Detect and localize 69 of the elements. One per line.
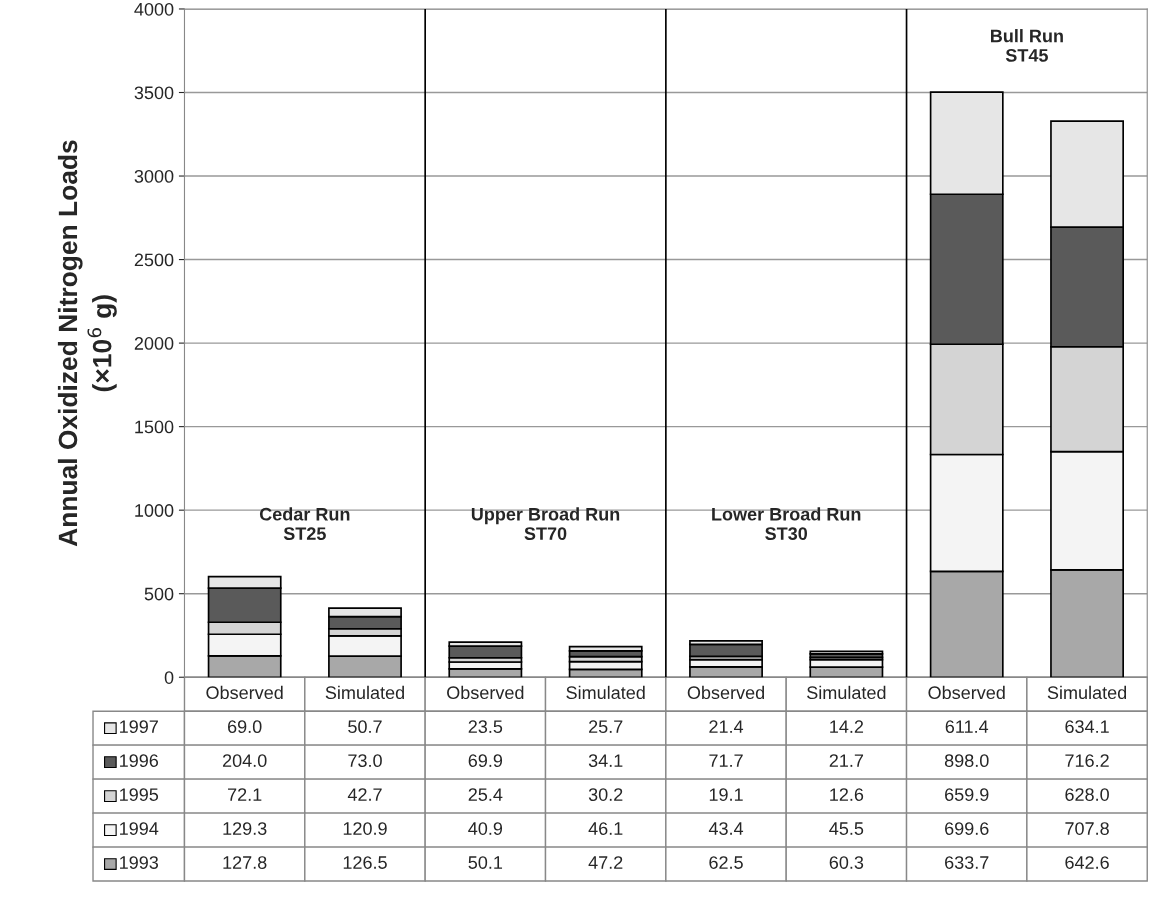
data-label: 71.7 [709, 754, 743, 767]
annotation: Bull Run ST45 [990, 29, 1063, 62]
data-label: 25.4 [468, 788, 503, 801]
annotation: Upper Broad Run ST70 [471, 507, 620, 541]
data-label: 127.8 [223, 856, 267, 869]
x-tick-label: Simulated [807, 685, 886, 700]
data-label: 72.1 [228, 788, 262, 801]
y-tick-label: 3500 [134, 86, 174, 100]
data-label: 62.5 [709, 856, 743, 869]
data-label: 50.1 [468, 856, 503, 869]
data-label: 30.2 [588, 788, 623, 801]
data-label: 633.7 [945, 856, 989, 869]
x-tick-label: Observed [206, 685, 283, 700]
data-label: 40.9 [468, 822, 503, 835]
y-tick-label: 1000 [135, 504, 174, 517]
y-tick-label: 2000 [134, 337, 174, 350]
data-label: 69.9 [468, 754, 503, 768]
bar [809, 650, 884, 655]
y-axis-title: Annual Oxidized Nitrogen Loads (×10$^{6}$ g) [57, 140, 117, 547]
y-tick-label: 2500 [134, 253, 174, 267]
data-label: 43.4 [708, 822, 744, 835]
annotation: Lower Broad Run ST30 [712, 507, 861, 541]
y-tick-label: 1500 [135, 420, 174, 434]
x-tick-label: Observed [928, 685, 1005, 700]
data-label: 73.0 [348, 754, 382, 768]
data-label: 611.4 [945, 720, 989, 734]
data-label: 204.0 [222, 754, 267, 768]
data-label: 42.7 [347, 788, 382, 801]
data-label: 659.9 [945, 788, 989, 801]
bar [448, 645, 523, 659]
data-label: 47.2 [588, 856, 623, 869]
data-label: 126.5 [343, 856, 387, 869]
data-label: 699.6 [945, 822, 989, 835]
annotation: Cedar Run ST25 [259, 507, 350, 541]
y-tick-label: 4000 [134, 2, 174, 16]
data-label: 21.7 [829, 754, 864, 767]
data-label: 14.2 [830, 720, 864, 733]
y-tick-label: 0 [164, 671, 174, 684]
data-label: 707.8 [1065, 822, 1109, 835]
x-tick-label: Simulated [1047, 685, 1127, 700]
data-label: 34.1 [588, 754, 623, 768]
legend-label: 1995 [120, 788, 159, 801]
data-label: 12.6 [830, 788, 864, 801]
legend-label: 1997 [120, 720, 158, 734]
data-label: 628.0 [1065, 788, 1109, 801]
legend-label: 1993 [120, 856, 159, 869]
y-tick-label: 500 [144, 587, 174, 601]
data-label: 129.3 [223, 822, 267, 835]
data-label: 21.4 [709, 720, 744, 733]
legend-label: 1996 [120, 754, 159, 768]
data-label: 25.7 [589, 720, 623, 734]
data-label: 716.2 [1065, 754, 1109, 768]
data-label: 45.5 [829, 822, 864, 835]
legend-label: 1994 [120, 822, 159, 835]
x-tick-label: Observed [447, 685, 524, 700]
data-label: 120.9 [343, 822, 387, 835]
data-label: 19.1 [709, 788, 743, 801]
data-label: 642.6 [1065, 856, 1109, 869]
x-tick-label: Simulated [566, 685, 645, 700]
data-label: 69.0 [228, 720, 262, 734]
y-tick-label: 3000 [134, 169, 174, 183]
data-label: 634.1 [1065, 720, 1109, 734]
data-label: 60.3 [829, 856, 864, 869]
x-tick-label: Simulated [325, 685, 404, 700]
data-label: 23.5 [468, 720, 503, 734]
data-label: 50.7 [348, 720, 382, 734]
x-tick-label: Observed [687, 685, 765, 700]
data-label: 46.1 [588, 822, 623, 835]
data-label: 898.0 [944, 754, 989, 768]
